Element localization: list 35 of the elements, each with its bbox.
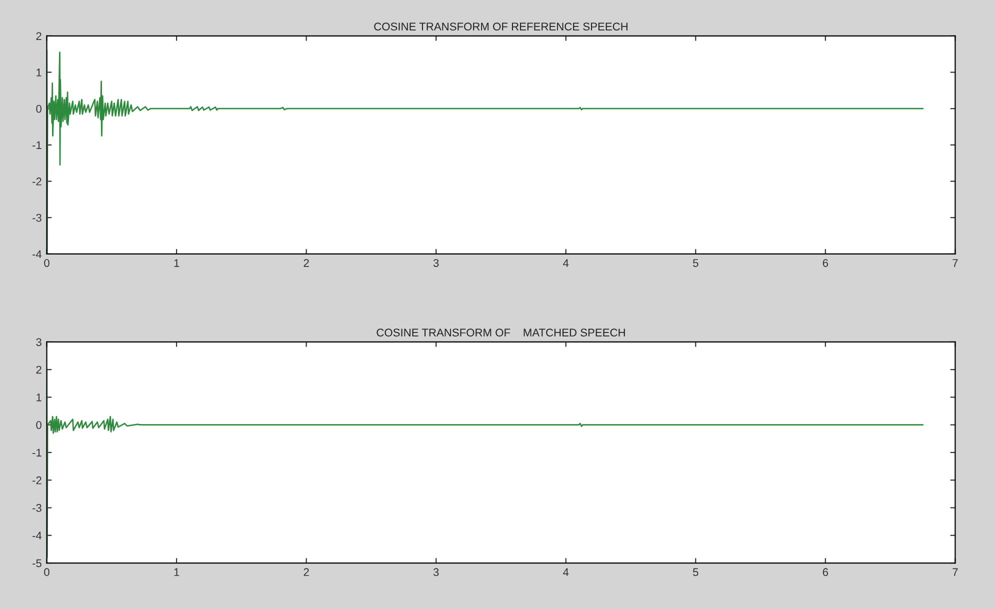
y-tick-label: -4: [32, 532, 42, 540]
x-tick-label: 3: [433, 259, 439, 267]
x-tick-label: 5: [693, 568, 698, 576]
x-tick-label: 7: [952, 568, 958, 576]
x-tick-label: 7: [952, 259, 958, 267]
x-tick-label: 5: [693, 259, 698, 267]
x-tick-label: 0: [44, 568, 50, 576]
y-tick-label: 0: [36, 104, 42, 113]
x-tick-label: 6: [822, 259, 828, 267]
y-tick-label: 1: [36, 394, 42, 402]
y-tick-label: -1: [32, 448, 42, 457]
x-tick-label: 4: [563, 568, 569, 576]
y-tick-label: -3: [32, 214, 42, 222]
line-series: [46, 50, 924, 254]
y-tick-label: -4: [32, 250, 42, 258]
x-tick-label: 6: [822, 568, 828, 576]
x-tick-label: 0: [44, 259, 50, 267]
x-tick-label: 2: [304, 568, 309, 576]
x-tick-label: 1: [174, 568, 180, 576]
chart-title: COSINE TRANSFORM OF MATCHED SPEECH: [376, 328, 625, 337]
y-tick-label: -5: [32, 559, 42, 568]
y-tick-label: 1: [36, 68, 42, 76]
y-tick-label: 2: [36, 366, 42, 374]
x-tick-label: 4: [563, 259, 569, 267]
chart-title: COSINE TRANSFORM OF REFERENCE SPEECH: [374, 22, 628, 30]
y-tick-label: 2: [36, 32, 42, 40]
y-tick-label: -2: [32, 178, 42, 186]
y-tick-label: -2: [32, 476, 42, 484]
x-tick-label: 1: [174, 259, 180, 267]
y-tick-label: -1: [32, 141, 42, 149]
y-tick-label: -3: [32, 504, 42, 512]
x-tick-label: 3: [433, 568, 439, 576]
x-tick-label: 2: [304, 259, 309, 267]
y-tick-label: 0: [36, 421, 42, 429]
y-tick-label: 3: [36, 338, 42, 346]
